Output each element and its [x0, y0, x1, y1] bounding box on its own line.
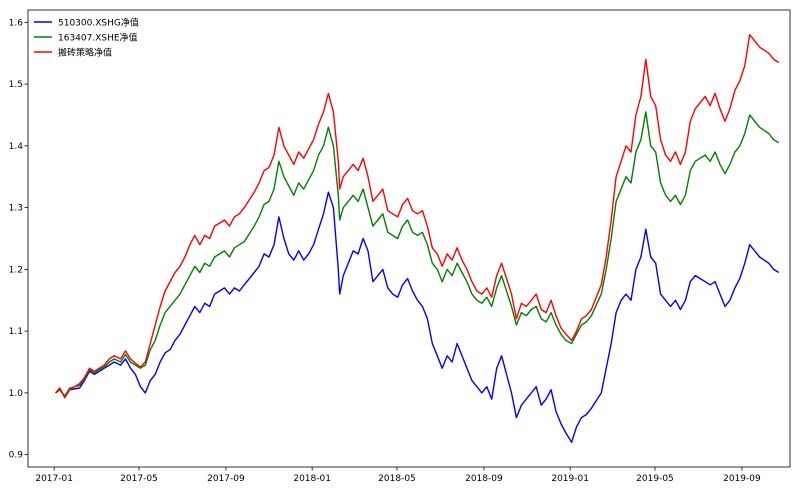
x-axis: 2017-01 2017-05 2017-09 2018-01 2018-05 2018-… [35, 467, 761, 484]
x-tick-label: 2018-01 [293, 474, 331, 484]
x-tick-label: 2018-05 [378, 474, 416, 484]
y-axis: 0.9 1.0 1.1 1.2 1.3 1.4 1.5 1.6 [9, 18, 28, 461]
y-tick-label: 1.4 [9, 142, 24, 152]
y-tick-label: 1.3 [9, 204, 23, 214]
legend-label: 搬砖策略净值 [58, 47, 112, 59]
x-tick-label: 2018-09 [465, 474, 503, 484]
x-tick-label: 2017-05 [120, 474, 158, 484]
legend-label: 510300.XSHG净值 [58, 17, 139, 29]
plot-frame [27, 9, 791, 468]
y-tick-label: 1.2 [9, 265, 23, 275]
x-tick-label: 2017-09 [207, 474, 245, 484]
y-tick-label: 0.9 [9, 451, 24, 461]
legend-label: 163407.XSHE净值 [58, 32, 138, 44]
series-line-3 [55, 34, 780, 399]
y-tick-label: 1.6 [9, 18, 24, 28]
y-tick-label: 1.5 [9, 80, 23, 90]
series-layer [55, 34, 780, 443]
x-tick-label: 2019-01 [551, 474, 589, 484]
y-tick-label: 1.0 [9, 389, 24, 399]
x-tick-label: 2017-01 [35, 474, 73, 484]
series-line-1 [55, 191, 780, 443]
y-tick-label: 1.1 [9, 327, 23, 337]
series-line-2 [55, 111, 780, 397]
x-tick-label: 2019-09 [723, 474, 761, 484]
x-tick-label: 2019-05 [636, 474, 674, 484]
